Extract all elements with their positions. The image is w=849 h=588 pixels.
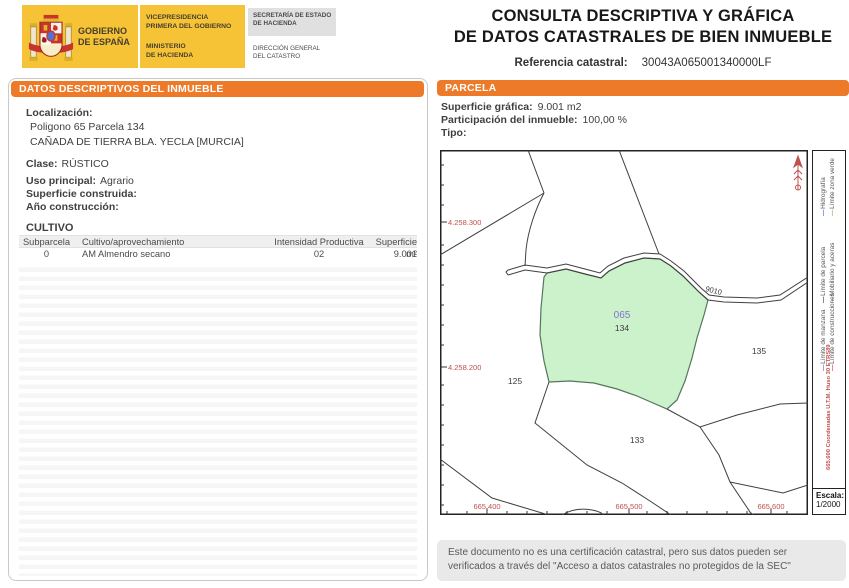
x-coord-label: 665.500: [615, 502, 642, 511]
subject-parcel-code: 065: [614, 310, 631, 321]
gobierno-text: GOBIERNO DE ESPAÑA: [78, 25, 130, 47]
legend-item-hidrografia: — Hidrografía: [820, 177, 827, 216]
parcel-label-133: 133: [630, 435, 644, 445]
clase-field: Clase: RÚSTICO: [26, 158, 109, 170]
table-row: 0 AM Almendro secano 02 9.001: [19, 248, 417, 261]
cadastral-map: 4.258.300 4.258.200 665.400 665.500 665.…: [440, 150, 808, 515]
col-header-cultivo: Cultivo/aprovechamiento: [82, 237, 185, 247]
col-header-subparcela: Subparcela: [22, 237, 71, 247]
legend-item-zona-verde: — Límite zona verde: [829, 158, 836, 216]
escala-value: 1/2000: [816, 500, 841, 509]
boundary-line: [527, 150, 545, 194]
vicepresidencia-label: VICEPRESIDENCIA PRIMERA DEL GOBIERNO: [146, 14, 232, 30]
cultivo-table: Subparcela Cultivo/aprovechamiento Inten…: [19, 235, 417, 261]
road-edge-bottom: [507, 257, 808, 304]
x-coord-label: 665.400: [473, 502, 500, 511]
zona-verde-line-icon: —: [829, 210, 836, 216]
parcel-label-135: 135: [752, 346, 766, 356]
localizacion-label: Localización:: [26, 107, 93, 119]
document-title: CONSULTA DESCRIPTIVA Y GRÁFICA DE DATOS …: [437, 6, 849, 48]
boundary-line: [534, 381, 672, 515]
boundary-line: [440, 192, 545, 256]
cell-superficie: 9.001: [393, 249, 417, 259]
ministry-names: VICEPRESIDENCIA PRIMERA DEL GOBIERNO MIN…: [144, 5, 245, 68]
disclaimer-note: Este documento no es una certificación c…: [437, 540, 846, 581]
scale-box: Escala: 1/2000: [812, 488, 846, 515]
ministerio-label: MINISTERIO DE HACIENDA: [146, 43, 194, 59]
tipo-field: Tipo:: [441, 127, 467, 139]
axis-ticks: [440, 164, 788, 515]
road-label: 9010: [705, 284, 723, 297]
localizacion-line2: CAÑADA DE TIERRA BLA. YECLA [MURCIA]: [30, 136, 244, 148]
y-coord-label: 4.258.300: [448, 218, 481, 227]
boundary-line: [440, 458, 551, 515]
road-end-cap: [505, 269, 509, 276]
government-logo-block: GOBIERNO DE ESPAÑA VICEPRESIDENCIA PRIME…: [22, 5, 245, 68]
cultivo-section-title: CULTIVO: [26, 222, 74, 234]
referencia-value: 30043A065001340000LF: [641, 57, 772, 69]
datos-descriptivos-panel: DATOS DESCRIPTIVOS DEL INMUEBLE Localiza…: [8, 78, 428, 581]
title-line-1: CONSULTA DESCRIPTIVA Y GRÁFICA: [491, 7, 795, 25]
superficie-grafica-field: Superficie gráfica: 9.001 m2: [441, 101, 582, 113]
parcel-label-125: 125: [508, 376, 522, 386]
uso-principal-field: Uso principal: Agrario: [26, 175, 134, 187]
boundary-line: [666, 402, 808, 428]
superficie-construida-field: Superficie construida:: [26, 188, 137, 200]
logo-divider: [138, 5, 140, 68]
cell-subparcela: 0: [43, 249, 50, 259]
cell-cultivo: AM Almendro secano: [82, 249, 171, 259]
road-edge-top: [507, 252, 808, 299]
cell-intensidad: 02: [313, 249, 325, 259]
referencia-label: Referencia catastral:: [514, 57, 628, 69]
north-arrow-icon: [792, 154, 804, 191]
col-header-superficie: Superficie m²: [375, 237, 417, 259]
participacion-field: Participación del inmueble: 100,00 %: [441, 114, 627, 126]
datos-descriptivos-header-bar: DATOS DESCRIPTIVOS DEL INMUEBLE: [11, 81, 424, 97]
boundary-line: [561, 508, 604, 515]
empty-table-rows: [19, 263, 417, 576]
col-header-intensidad: Intensidad Productiva: [274, 237, 364, 247]
y-coord-label: 4.258.200: [448, 363, 481, 372]
referencia-catastral-row: Referencia catastral: 30043A065001340000L…: [437, 57, 849, 69]
subject-parcel-number: 134: [615, 323, 629, 333]
boundary-line: [729, 481, 808, 494]
hidrografia-line-icon: —: [820, 210, 827, 216]
gobierno-de-espana-logo: GOBIERNO DE ESPAÑA: [22, 5, 138, 68]
escala-label: Escala:: [816, 491, 845, 500]
cultivo-table-header-row: Subparcela Cultivo/aprovechamiento Inten…: [19, 235, 417, 259]
boundary-line: [618, 150, 660, 255]
direccion-general-catastro: DIRECCIÓN GENERAL DEL CATASTRO: [253, 45, 321, 60]
parcel-boundaries: [440, 150, 808, 515]
limite-parcela-line-icon: —: [820, 297, 827, 303]
localizacion-line1: Poligono 65 Parcela 134: [30, 121, 145, 133]
anio-construccion-field: Año construcción:: [26, 201, 119, 213]
legend-item-limite-parcela: — Límite de parcela: [820, 246, 827, 303]
spain-coat-of-arms-icon: [28, 14, 74, 61]
secretaria-de-estado-box: SECRETARÍA DE ESTADO DE HACIENDA: [248, 8, 336, 36]
utm-coordinates-note: 665.600 Coordenadas U.T.M. Huso 30 ETRS8…: [826, 344, 832, 470]
map-legend: [812, 150, 846, 515]
boundary-line: [524, 192, 545, 267]
title-line-2: DE DATOS CATASTRALES DE BIEN INMUEBLE: [453, 28, 833, 46]
parcela-header-bar: PARCELA: [437, 80, 849, 96]
x-coord-label: 665.600: [757, 502, 784, 511]
